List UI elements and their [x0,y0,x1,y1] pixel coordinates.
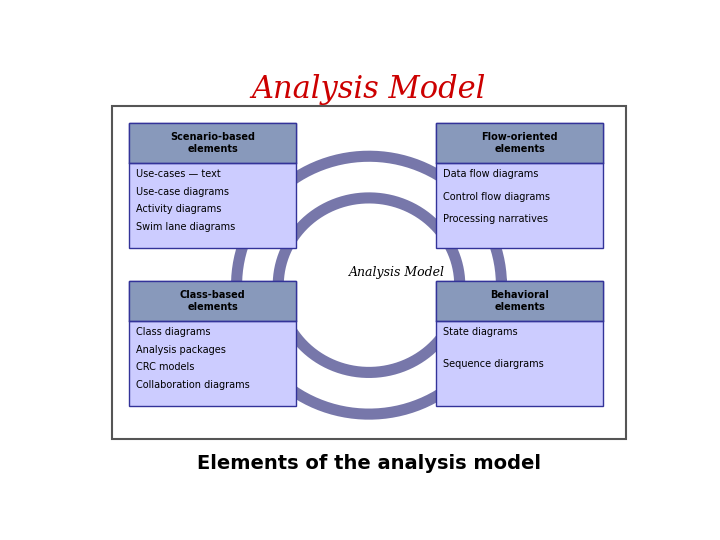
FancyBboxPatch shape [436,123,603,163]
Text: Collaboration diagrams: Collaboration diagrams [136,380,250,389]
Text: Use-case diagrams: Use-case diagrams [136,187,229,197]
Text: Processing narratives: Processing narratives [443,214,548,224]
FancyBboxPatch shape [129,281,297,321]
Text: Scenario-based
elements: Scenario-based elements [170,132,256,154]
FancyBboxPatch shape [436,281,603,321]
Text: Activity diagrams: Activity diagrams [136,204,221,214]
Text: Class diagrams: Class diagrams [136,327,210,337]
Text: Analysis packages: Analysis packages [136,345,225,355]
Text: Elements of the analysis model: Elements of the analysis model [197,455,541,474]
FancyBboxPatch shape [129,281,297,406]
Text: Data flow diagrams: Data flow diagrams [443,169,538,179]
Text: Swim lane diagrams: Swim lane diagrams [136,221,235,232]
FancyBboxPatch shape [129,123,297,248]
Text: Control flow diagrams: Control flow diagrams [443,192,549,201]
Text: Behavioral
elements: Behavioral elements [490,290,549,312]
Text: State diagrams: State diagrams [443,327,517,337]
Text: Class-based
elements: Class-based elements [180,290,246,312]
Text: Sequence diargrams: Sequence diargrams [443,359,544,369]
Text: CRC models: CRC models [136,362,194,372]
Text: Flow-oriented
elements: Flow-oriented elements [482,132,558,154]
FancyBboxPatch shape [112,106,626,439]
Text: Analysis Model: Analysis Model [349,266,445,279]
FancyBboxPatch shape [436,123,603,248]
Text: Use-cases — text: Use-cases — text [136,169,220,179]
Text: Analysis Model: Analysis Model [252,74,486,105]
FancyBboxPatch shape [436,281,603,406]
FancyBboxPatch shape [129,123,297,163]
